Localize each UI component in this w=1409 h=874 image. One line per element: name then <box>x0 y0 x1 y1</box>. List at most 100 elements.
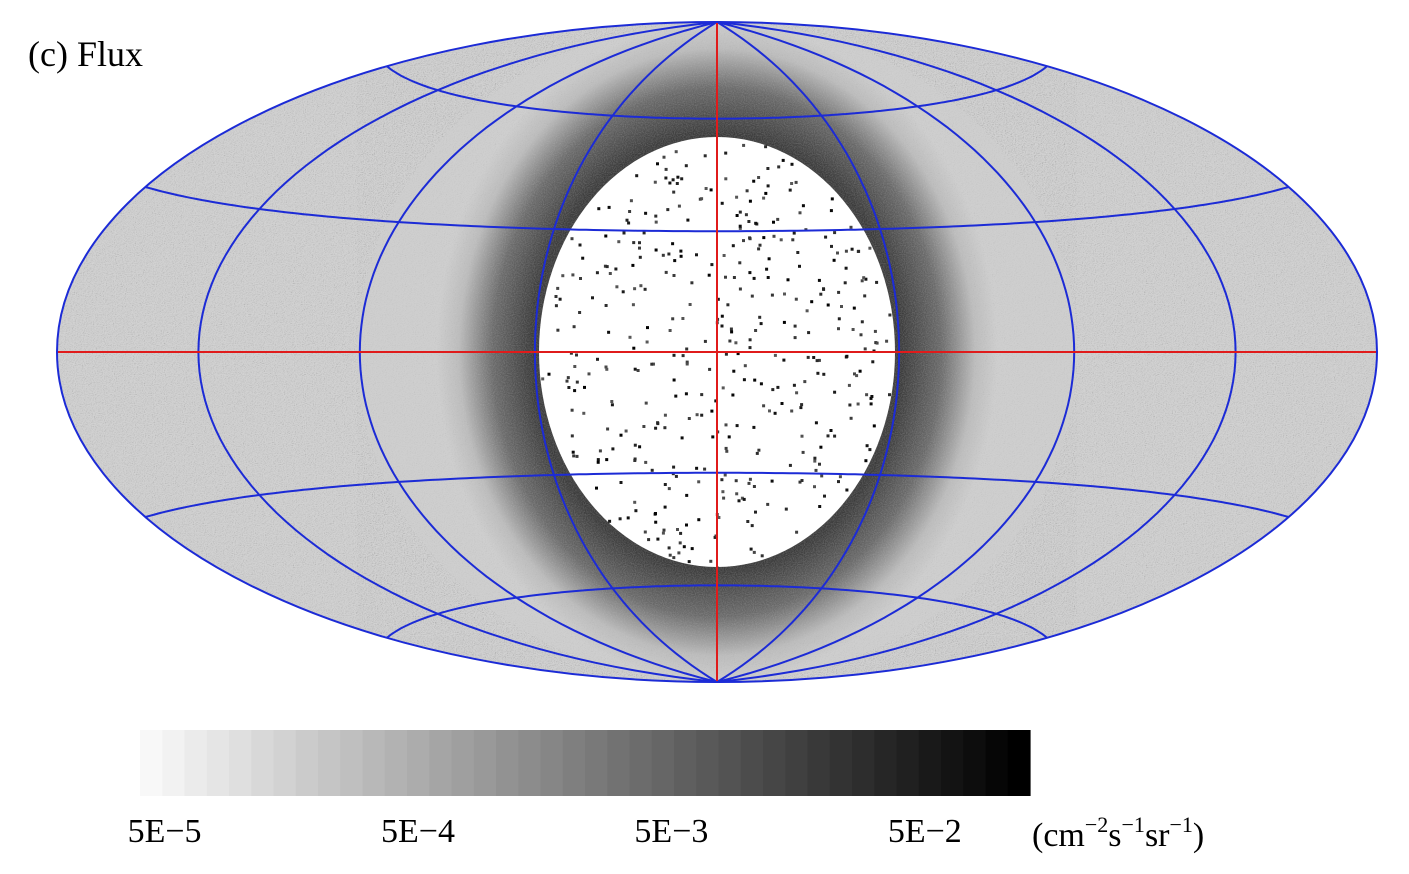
scatter-pixel <box>742 497 746 501</box>
colorbar-step <box>585 730 608 796</box>
scatter-pixel <box>687 560 691 564</box>
scatter-pixel <box>782 320 786 324</box>
scatter-pixel <box>654 220 658 224</box>
scatter-pixel <box>654 214 658 218</box>
scatter-pixel <box>754 221 758 225</box>
scatter-pixel <box>856 402 860 406</box>
scatter-pixel <box>766 276 770 279</box>
scatter-pixel <box>798 211 802 215</box>
scatter-pixel <box>610 403 614 407</box>
scatter-pixel <box>779 238 783 242</box>
scatter-pixel <box>793 324 797 328</box>
scatter-pixel <box>754 510 757 514</box>
scatter-pixel <box>638 445 642 449</box>
scatter-pixel <box>770 293 774 297</box>
colorbar-step <box>629 730 653 796</box>
scatter-pixel <box>862 276 866 280</box>
scatter-pixel <box>792 231 796 235</box>
scatter-pixel <box>799 406 803 410</box>
scatter-pixel <box>575 454 579 458</box>
scatter-pixel <box>837 480 840 484</box>
scatter-pixel <box>723 473 727 477</box>
scatter-pixel <box>762 236 766 240</box>
scatter-pixel <box>604 304 608 307</box>
scatter-pixel <box>758 243 762 247</box>
scatter-pixel <box>872 424 876 428</box>
scatter-pixel <box>722 496 726 500</box>
scatter-pixel <box>813 485 816 489</box>
scatter-pixel <box>752 485 756 488</box>
scatter-pixel <box>864 459 868 463</box>
colorbar-step <box>407 730 430 796</box>
scatter-pixel <box>681 317 685 320</box>
colorbar-step <box>518 730 542 796</box>
scatter-pixel <box>639 284 643 288</box>
scatter-pixel <box>583 385 586 389</box>
scatter-pixel <box>812 356 816 359</box>
scatter-pixel <box>798 480 802 484</box>
scatter-pixel <box>631 303 635 307</box>
scatter-pixel <box>743 364 747 368</box>
scatter-pixel <box>652 362 655 366</box>
scatter-pixel <box>844 249 848 253</box>
scatter-pixel <box>664 167 668 171</box>
colorbar-step <box>540 730 564 796</box>
scatter-pixel <box>794 180 798 184</box>
scatter-pixel <box>726 303 730 307</box>
scatter-pixel <box>818 505 822 508</box>
scatter-pixel <box>605 265 609 269</box>
scatter-pixel <box>724 275 727 279</box>
scatter-pixel <box>650 362 654 366</box>
scatter-pixel <box>888 393 891 397</box>
colorbar-step <box>473 730 497 796</box>
scatter-pixel <box>829 209 833 213</box>
scatter-pixel <box>591 296 594 300</box>
colorbar-step <box>718 730 742 796</box>
scatter-pixel <box>674 394 678 398</box>
scatter-pixel <box>833 390 837 394</box>
scatter-pixel <box>764 191 768 195</box>
colorbar-step <box>941 730 964 796</box>
scatter-pixel <box>803 380 807 384</box>
scatter-pixel <box>690 281 694 285</box>
scatter-pixel <box>747 220 751 223</box>
unit-exponent: −1 <box>1170 812 1193 837</box>
scatter-pixel <box>724 151 728 155</box>
scatter-pixel <box>757 176 761 179</box>
scatter-pixel <box>685 493 689 497</box>
scatter-pixel <box>758 315 762 319</box>
scatter-pixel <box>633 367 637 371</box>
scatter-pixel <box>773 353 777 357</box>
scatter-pixel <box>734 341 738 345</box>
scatter-pixel <box>853 372 856 376</box>
scatter-pixel <box>672 353 676 357</box>
colorbar-step <box>496 730 519 796</box>
scatter-pixel <box>663 426 667 430</box>
scatter-pixel <box>829 429 833 432</box>
colorbar-step <box>229 730 252 796</box>
scatter-pixel <box>626 516 630 520</box>
scatter-pixel <box>725 449 729 453</box>
scatter-pixel <box>707 273 711 277</box>
scatter-pixel <box>724 446 728 450</box>
scatter-pixel <box>653 180 657 184</box>
scatter-pixel <box>619 433 623 437</box>
scatter-pixel <box>824 235 828 239</box>
scatter-pixel <box>858 369 862 373</box>
scatter-pixel <box>578 311 582 314</box>
scatter-pixel <box>709 188 713 192</box>
scatter-pixel <box>700 197 704 201</box>
scatter-pixel <box>721 490 725 494</box>
colorbar-step <box>1007 730 1031 796</box>
colorbar-tick-label: 5E−3 <box>634 813 708 850</box>
scatter-pixel <box>668 181 672 185</box>
scatter-pixel <box>633 443 637 447</box>
scatter-pixel <box>644 401 648 405</box>
scatter-pixel <box>766 167 770 170</box>
scatter-pixel <box>772 234 776 238</box>
scatter-pixel <box>685 523 688 527</box>
scatter-pixel <box>714 399 718 403</box>
scatter-pixel <box>795 391 799 395</box>
scatter-pixel <box>572 454 576 458</box>
scatter-pixel <box>849 225 853 229</box>
